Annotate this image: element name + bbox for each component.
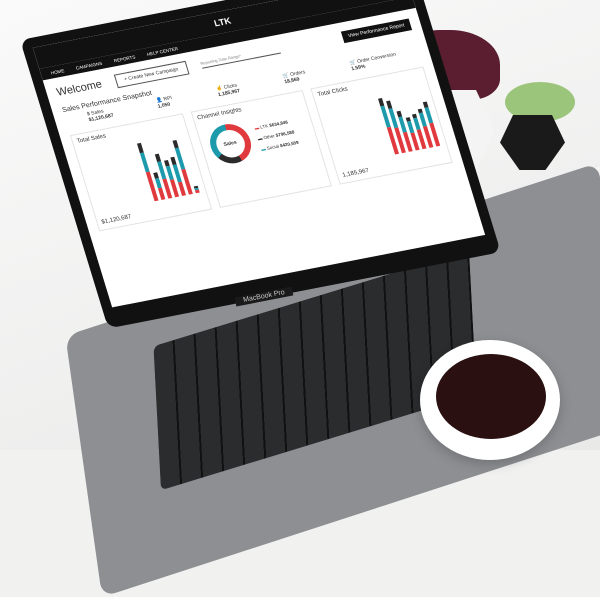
coffee-cup [420, 340, 560, 460]
total-sales-bars [136, 135, 200, 202]
legend-social: ▬ Social $420,559 [260, 139, 300, 152]
legend-ltk: ▬ LTK $634,846 [253, 119, 289, 131]
nav-home[interactable]: HOME [50, 67, 65, 76]
page-title: Welcome [55, 78, 104, 99]
bar [193, 185, 200, 194]
legend-other: ▬ Other $796,588 [257, 128, 295, 141]
logo[interactable]: LTK [212, 15, 233, 29]
total-sales-value: $1,120,687 [100, 214, 133, 226]
total-sales-card: Total Sales $1,120,687 [69, 113, 212, 232]
view-report-button[interactable]: View Performance Report [340, 18, 413, 44]
total-clicks-value: 1,185,967 [341, 167, 370, 179]
total-clicks-bars [377, 88, 441, 155]
metric-rpi: 👤 RPI 1,050 [155, 95, 173, 110]
channel-insights-card: Channel Insights Sales ▬ LTK $634,846 ▬ … [190, 89, 333, 208]
total-clicks-card: Total Clicks 1,185,967 [310, 66, 453, 185]
total-clicks-title: Total Clicks [317, 86, 349, 99]
date-range-select[interactable]: Reporting Date Range* [199, 45, 281, 69]
channel-donut: Sales [204, 120, 256, 167]
dashboard: LTK ✉ ☰ HOME CAMPAIGNS REPORTS HELP CENT… [32, 0, 486, 308]
total-sales-title: Total Sales [76, 133, 107, 145]
nav-reports[interactable]: REPORTS [113, 53, 136, 63]
